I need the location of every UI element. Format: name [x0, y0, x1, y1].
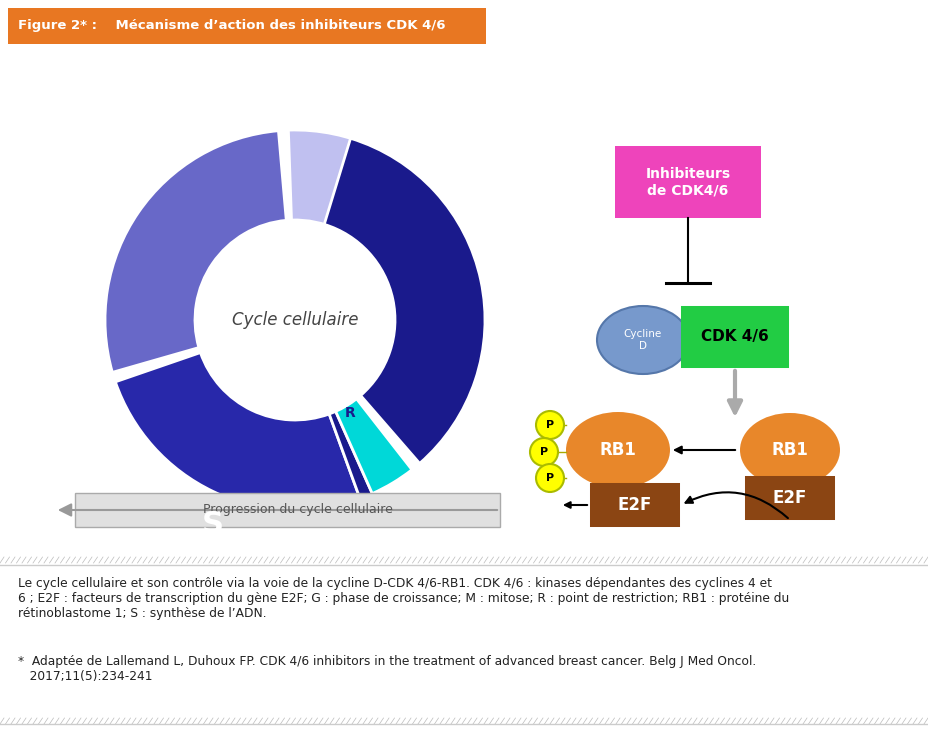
Text: *  Adaptée de Lallemand L, Duhoux FP. CDK 4/6 inhibitors in the treatment of adv: * Adaptée de Lallemand L, Duhoux FP. CDK… — [18, 655, 755, 683]
Text: Cycline
D: Cycline D — [624, 329, 662, 351]
Wedge shape — [324, 138, 484, 464]
FancyBboxPatch shape — [744, 476, 834, 520]
Text: P: P — [539, 447, 548, 457]
Circle shape — [197, 222, 393, 418]
Text: P: P — [546, 420, 553, 430]
Wedge shape — [105, 131, 286, 372]
Text: R: R — [345, 406, 355, 419]
Text: E2F: E2F — [617, 496, 651, 514]
FancyBboxPatch shape — [589, 483, 679, 527]
Circle shape — [530, 438, 558, 466]
Text: E2F: E2F — [772, 489, 806, 507]
Text: G1: G1 — [487, 260, 533, 289]
Text: P: P — [546, 473, 553, 483]
FancyBboxPatch shape — [8, 8, 485, 44]
Text: Inhibiteurs
de CDK4/6: Inhibiteurs de CDK4/6 — [645, 167, 729, 197]
Text: Cycle cellulaire: Cycle cellulaire — [231, 311, 358, 329]
Text: G2: G2 — [81, 195, 127, 224]
Wedge shape — [115, 352, 359, 510]
Text: RB1: RB1 — [599, 441, 636, 459]
FancyBboxPatch shape — [615, 146, 760, 218]
Text: Le cycle cellulaire et son contrôle via la voie de la cycline D-CDK 4/6-RB1. CDK: Le cycle cellulaire et son contrôle via … — [18, 577, 789, 620]
Text: Progression du cycle cellulaire: Progression du cycle cellulaire — [202, 504, 392, 516]
Circle shape — [535, 464, 563, 492]
Text: CDK 4/6: CDK 4/6 — [701, 329, 768, 344]
FancyBboxPatch shape — [680, 306, 788, 368]
Text: Figure 2* :    Mécanisme d’action des inhibiteurs CDK 4/6: Figure 2* : Mécanisme d’action des inhib… — [18, 19, 445, 33]
Wedge shape — [288, 130, 446, 260]
Wedge shape — [329, 411, 372, 499]
Text: RB1: RB1 — [771, 441, 807, 459]
FancyBboxPatch shape — [75, 493, 499, 527]
Text: S: S — [201, 510, 224, 539]
Ellipse shape — [565, 412, 669, 488]
Text: M: M — [376, 104, 403, 130]
Ellipse shape — [740, 413, 839, 487]
Circle shape — [535, 411, 563, 439]
Wedge shape — [335, 398, 411, 493]
Ellipse shape — [597, 306, 689, 374]
